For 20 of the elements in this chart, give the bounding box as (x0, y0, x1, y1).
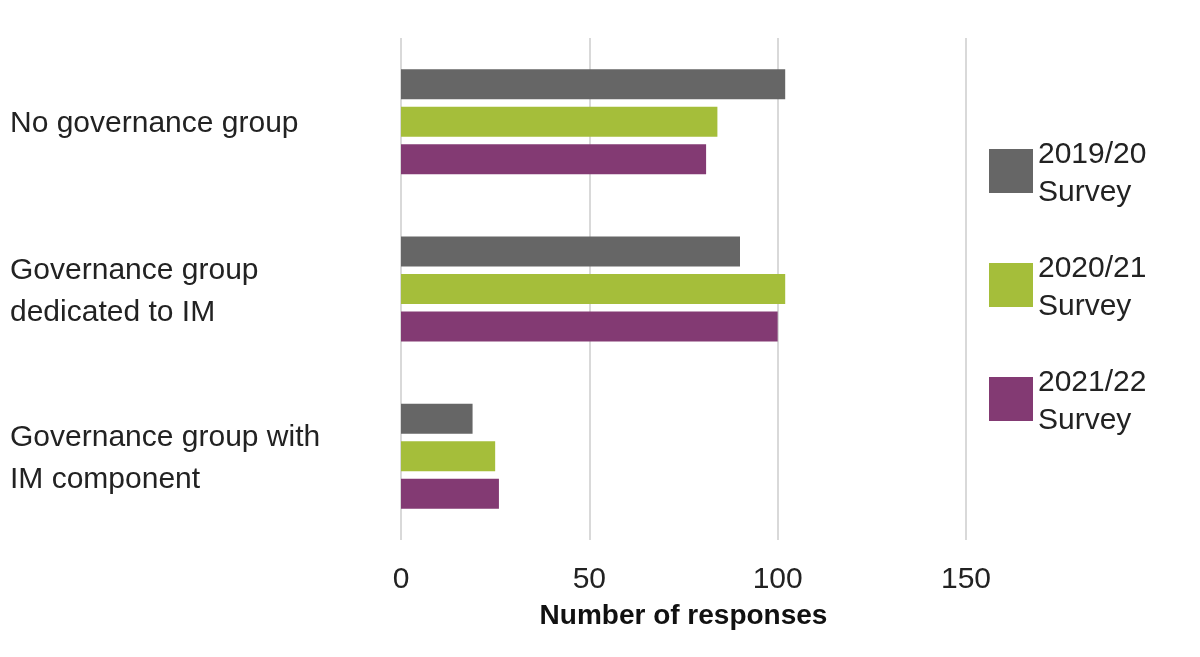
bar (401, 106, 718, 137)
y-tick-label: Governance group with IM component (10, 418, 329, 494)
bar (401, 236, 740, 267)
x-tick-label: 0 (392, 560, 410, 594)
x-axis-title: Number of responses (539, 598, 828, 630)
x-tick-label: 50 (572, 560, 607, 594)
bar (401, 274, 786, 304)
y-tick-label: No governance group (10, 105, 299, 139)
bar (401, 441, 496, 472)
legend-label: 2019/20 Survey (1038, 135, 1155, 207)
bar (401, 144, 707, 175)
legend-label: 2020/21 Survey (1038, 249, 1155, 321)
x-tick-label: 100 (752, 560, 803, 594)
x-tick-label: 150 (940, 560, 992, 594)
bar (401, 311, 778, 342)
bar (401, 69, 786, 100)
bar (401, 478, 499, 509)
bar (401, 403, 473, 434)
y-tick-label: Governance group dedicated to IM (10, 251, 267, 327)
legend-label: 2021/22 Survey (1038, 363, 1155, 435)
